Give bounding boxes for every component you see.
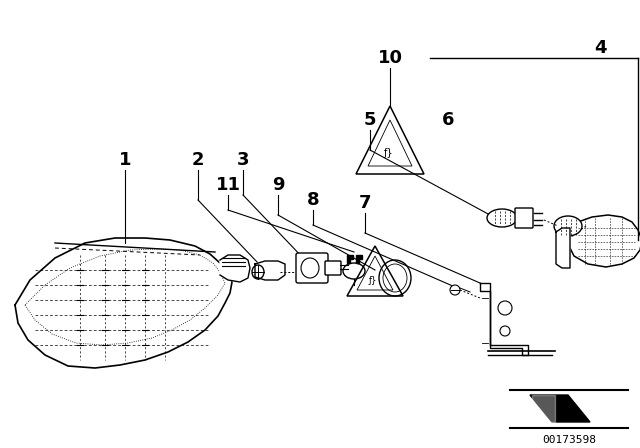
Polygon shape (532, 395, 555, 422)
Ellipse shape (487, 209, 517, 227)
FancyBboxPatch shape (325, 261, 341, 275)
Polygon shape (220, 255, 250, 282)
Text: ƒ}: ƒ} (383, 148, 393, 158)
Text: 11: 11 (216, 176, 241, 194)
Text: 3: 3 (237, 151, 249, 169)
Text: 7: 7 (359, 194, 371, 212)
Text: ƒ}: ƒ} (369, 276, 377, 284)
Text: 00173598: 00173598 (542, 435, 596, 445)
Ellipse shape (450, 285, 460, 295)
FancyBboxPatch shape (515, 208, 533, 228)
Text: 4: 4 (594, 39, 606, 57)
Polygon shape (15, 238, 232, 368)
Polygon shape (255, 261, 285, 280)
Text: 8: 8 (307, 191, 319, 209)
Polygon shape (568, 215, 640, 267)
Polygon shape (480, 283, 528, 355)
FancyBboxPatch shape (296, 253, 328, 283)
Text: 9: 9 (272, 176, 284, 194)
Text: 5: 5 (364, 111, 376, 129)
Text: 6: 6 (442, 111, 454, 129)
Polygon shape (530, 395, 590, 422)
Polygon shape (556, 228, 570, 268)
Text: 10: 10 (378, 49, 403, 67)
Ellipse shape (554, 216, 582, 236)
Text: 1: 1 (119, 151, 131, 169)
Text: 2: 2 (192, 151, 204, 169)
Polygon shape (356, 255, 362, 263)
Polygon shape (347, 255, 353, 263)
